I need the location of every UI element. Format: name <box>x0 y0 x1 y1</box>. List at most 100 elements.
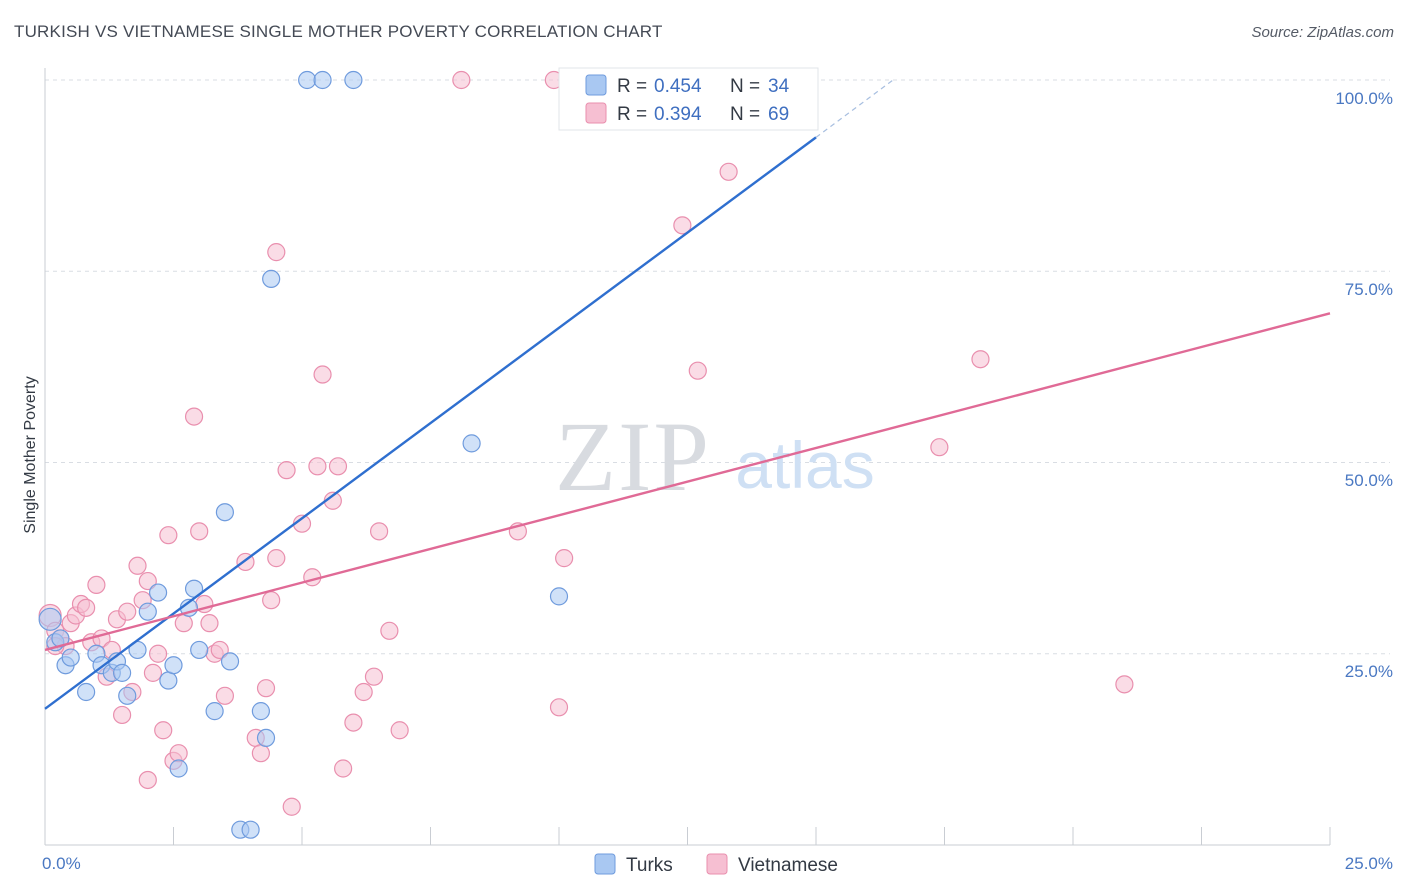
turks-trend-extension <box>815 79 894 138</box>
vietnamese-point <box>354 682 373 702</box>
vietnamese-point <box>184 407 204 426</box>
vietnamese-point <box>390 721 409 740</box>
vietnamese-point <box>313 365 332 384</box>
x-tick-label-min: 0.0% <box>42 854 81 873</box>
y-tick-label-75: 75.0% <box>1345 280 1393 299</box>
turks-point <box>262 269 281 288</box>
legend-turks-n-label: N = <box>730 76 760 97</box>
turks-point <box>241 820 260 839</box>
chart-title: TURKISH VS VIETNAMESE SINGLE MOTHER POVE… <box>14 22 663 41</box>
vietnamese-point <box>169 744 188 763</box>
turks-point <box>549 587 569 606</box>
vietnamese-point <box>334 759 353 778</box>
turks-point <box>138 602 157 621</box>
turks-point <box>159 671 178 690</box>
vietnamese-point <box>148 644 168 663</box>
bottom-legend-viet-swatch <box>706 853 728 875</box>
vietnamese-point <box>328 457 348 476</box>
vietnamese-point <box>364 667 384 686</box>
turks-point <box>169 759 188 778</box>
x-tick-label-max: 25.0% <box>1345 854 1393 873</box>
turks-point <box>164 656 183 675</box>
vietnamese-point <box>190 522 209 541</box>
vietnamese-point <box>688 361 707 380</box>
vietnamese-point <box>1115 675 1134 694</box>
vietnamese-point <box>277 461 296 480</box>
vietnamese-point <box>200 614 219 633</box>
y-tick-label-25: 25.0% <box>1345 662 1393 681</box>
legend-viet-n-value: 69 <box>768 104 789 125</box>
y-tick-label-100: 100.0% <box>1335 89 1393 108</box>
vietnamese-point <box>370 522 389 541</box>
turks-point <box>344 70 363 90</box>
top-legend: R = 0.454 N = 34 R = 0.394 N = 69 <box>558 67 819 131</box>
turks-point <box>215 503 234 522</box>
legend-viet-n-label: N = <box>730 104 760 125</box>
legend-turks-r-value: 0.454 <box>654 76 702 97</box>
vietnamese-point <box>154 721 173 740</box>
legend-viet-swatch <box>585 102 607 124</box>
turks-point <box>220 652 240 671</box>
vietnamese-point <box>267 549 286 568</box>
watermark-zip: ZIP <box>555 401 711 512</box>
vietnamese-point <box>256 679 276 698</box>
vietnamese-point <box>128 556 147 575</box>
vietnamese-point <box>251 744 270 763</box>
vietnamese-point <box>719 162 738 181</box>
vietnamese-trend-line <box>44 312 1331 652</box>
vietnamese-point <box>549 698 569 717</box>
y-tick-labels: 100.0% 75.0% 50.0% 25.0% <box>1335 89 1393 681</box>
legend-viet-r-value: 0.394 <box>654 104 702 125</box>
vietnamese-point <box>308 457 327 476</box>
vietnamese-point <box>344 713 363 732</box>
turks-point <box>251 702 270 721</box>
vietnamese-point <box>118 602 137 621</box>
vietnamese-point <box>210 640 229 660</box>
trend-lines <box>44 79 1331 710</box>
bottom-legend: Turks Vietnamese <box>594 853 838 876</box>
turks-point <box>118 686 137 705</box>
watermark: ZIP atlas <box>555 401 875 512</box>
turks-point <box>112 663 132 682</box>
vietnamese-point <box>143 663 163 682</box>
vietnamese-point <box>267 243 286 262</box>
bottom-legend-turks-swatch <box>594 853 616 875</box>
turks-point <box>61 648 80 667</box>
turks-point <box>256 728 276 748</box>
vietnamese-point <box>215 686 234 705</box>
turks-point <box>298 70 317 90</box>
legend-turks-r-label: R = <box>617 76 647 97</box>
watermark-atlas: atlas <box>735 428 874 502</box>
x-tick-labels: 0.0% 25.0% <box>42 854 1393 873</box>
y-tick-label-50: 50.0% <box>1345 471 1393 490</box>
turks-point <box>190 640 209 660</box>
vietnamese-point <box>138 770 157 790</box>
vietnamese-point <box>282 797 301 816</box>
bottom-legend-turks-label: Turks <box>626 855 673 876</box>
turks-point <box>148 583 168 602</box>
bottom-legend-viet-label: Vietnamese <box>738 855 838 876</box>
axes <box>44 68 1331 846</box>
turks-points <box>38 70 569 839</box>
vietnamese-point <box>112 705 132 725</box>
vietnamese-point <box>673 216 692 235</box>
vietnamese-point <box>138 571 157 591</box>
turks-point <box>77 682 96 702</box>
turks-point <box>205 702 224 721</box>
vietnamese-point <box>159 526 178 545</box>
turks-point <box>38 607 62 631</box>
legend-viet-r-label: R = <box>617 104 647 125</box>
legend-turks-n-value: 34 <box>768 76 790 97</box>
source-label: Source: ZipAtlas.com <box>1251 24 1394 41</box>
turks-trend-line <box>44 136 817 710</box>
turks-point <box>462 434 481 453</box>
vietnamese-point <box>971 350 990 369</box>
turks-point <box>313 70 332 90</box>
vietnamese-point <box>77 598 96 617</box>
vietnamese-point <box>930 438 949 457</box>
vietnamese-point <box>380 621 399 640</box>
vietnamese-point <box>452 70 471 90</box>
vietnamese-point <box>262 591 281 610</box>
vietnamese-point <box>174 614 193 633</box>
